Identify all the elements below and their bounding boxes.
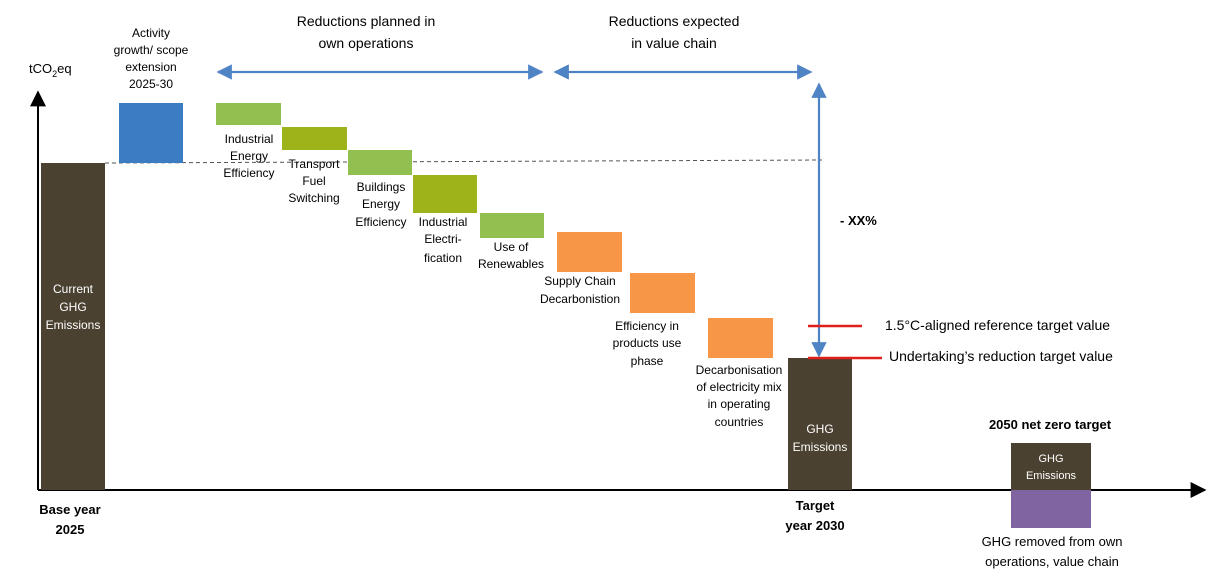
decarbonisation-electricity-label-3: in operating [708,397,771,411]
industrial-energy-efficiency-label-3: Efficiency [223,166,274,180]
industrial-electrification-label-1: Industrial [419,215,468,229]
industrial-energy-efficiency-label-1: Industrial [225,132,274,146]
target-year-label-1: Target [796,498,835,513]
reference-target-label: 1.5°C-aligned reference target value [885,317,1110,333]
activity-growth-label-3: extension [125,60,176,74]
baseline-reference-line [104,159,823,164]
base-bar-label-3: Emissions [46,318,101,332]
target-bar-label-2: Emissions [793,440,848,454]
ghg-removed-label-1: GHG removed from own [982,534,1123,549]
industrial-electrification-bar [413,175,477,213]
industrial-energy-efficiency-label-2: Energy [230,149,268,163]
buildings-energy-efficiency-label-2: Energy [362,197,400,211]
use-of-renewables-label-2: Renewables [478,257,544,271]
efficiency-products-label-2: products use [613,336,682,350]
undertaking-target-label: Undertaking’s reduction target value [889,348,1113,364]
base-year-label-1: Base year [39,502,100,517]
industrial-electrification-label-3: fication [424,251,462,265]
decarbonisation-electricity-label-2: of electricity mix [696,380,781,394]
net-zero-bar-label-1: GHG [1038,453,1063,465]
supply-chain-label-2: Decarbonistion [540,292,620,306]
header-expected-line1: Reductions expected [609,13,740,29]
y-axis-label: tCO2eq [29,61,72,79]
activity-growth-label-1: Activity [132,26,170,40]
activity-growth-bar [119,103,183,163]
decarbonisation-electricity-bar [708,318,773,358]
efficiency-products-label-3: phase [631,354,664,368]
target-bar-label-1: GHG [806,422,833,436]
industrial-electrification-label-2: Electri- [424,232,461,246]
header-expected-line2: in value chain [631,35,717,51]
header-planned-line2: own operations [319,35,414,51]
use-of-renewables-bar [480,213,544,238]
buildings-energy-efficiency-label-1: Buildings [357,180,406,194]
net-zero-bar-label-2: Emissions [1026,470,1077,482]
supply-chain-label-1: Supply Chain [544,274,615,288]
transport-fuel-switching-label-3: Switching [288,191,339,205]
activity-growth-label-4: 2025-30 [129,77,173,91]
net-zero-title: 2050 net zero target [989,417,1112,432]
industrial-energy-efficiency-bar [216,103,281,125]
buildings-energy-efficiency-bar [348,150,412,175]
base-bar-label-1: Current [53,282,94,296]
transport-fuel-switching-label-2: Fuel [302,174,325,188]
transport-fuel-switching-bar [282,127,347,150]
header-planned-line1: Reductions planned in [297,13,436,29]
transport-fuel-switching-label-1: Transport [289,157,341,171]
decarbonisation-electricity-label-4: countries [715,415,764,429]
decarbonisation-electricity-label-1: Decarbonisation [696,363,783,377]
target-year-label-2: year 2030 [785,518,844,533]
efficiency-products-use-bar [630,273,695,313]
target-year-bar [788,358,852,490]
use-of-renewables-label-1: Use of [494,240,529,254]
reduction-percentage: - XX% [840,213,877,228]
supply-chain-decarbonisation-bar [557,232,622,272]
base-year-label-2: 2025 [56,522,85,537]
activity-growth-label-2: growth/ scope [114,43,189,57]
efficiency-products-label-1: Efficiency in [615,319,679,333]
buildings-energy-efficiency-label-3: Efficiency [355,215,406,229]
base-bar-label-2: GHG [59,300,86,314]
net-zero-emissions-bar [1011,443,1091,490]
base-year-bar [41,163,105,490]
ghg-removed-label-2: operations, value chain [985,554,1119,569]
ghg-removed-bar [1011,490,1091,528]
